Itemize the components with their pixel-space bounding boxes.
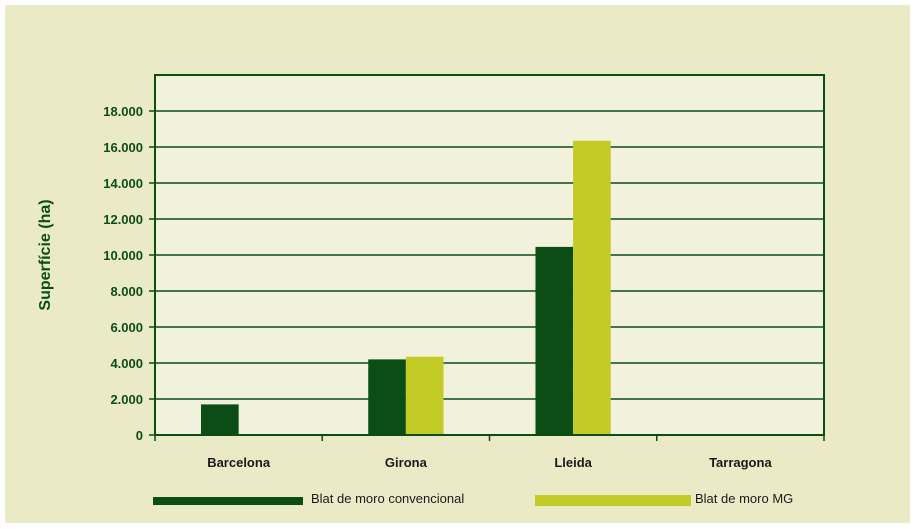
x-tick-label: Girona	[385, 455, 428, 470]
bar	[535, 246, 574, 435]
bar	[368, 359, 406, 435]
y-tick-label: 12.000	[103, 212, 143, 227]
y-tick-label: 4.000	[110, 356, 143, 371]
y-tick-label: 10.000	[103, 248, 143, 263]
legend: Blat de moro convencional Blat de moro MG	[153, 491, 793, 506]
legend-swatch	[153, 497, 303, 505]
bar	[573, 140, 611, 435]
legend-swatch	[535, 495, 691, 506]
x-tick-label: Barcelona	[207, 455, 271, 470]
y-axis-label: Superfície (ha)	[37, 199, 54, 310]
bars	[200, 140, 611, 435]
y-tick-label: 18.000	[103, 104, 143, 119]
chart-panel: 0 2.000 4.000 6.000 8.000 10.000 12.000 14.000 1…	[5, 5, 910, 523]
y-tick-label: 0	[136, 428, 143, 443]
y-tick-label: 6.000	[110, 320, 143, 335]
y-tick-label: 14.000	[103, 176, 143, 191]
y-tick-labels: 0 2.000 4.000 6.000 8.000 10.000 12.000 14.000 1…	[103, 104, 143, 443]
gridlines	[149, 110, 824, 436]
bar	[405, 356, 444, 435]
y-tick-label: 8.000	[110, 284, 143, 299]
x-tick-labels: Barcelona Girona Lleida Tarragona	[207, 455, 772, 470]
x-tick-label: Tarragona	[709, 455, 772, 470]
bar-chart: 0 2.000 4.000 6.000 8.000 10.000 12.000 14.000 1…	[37, 74, 825, 506]
legend-label: Blat de moro convencional	[311, 491, 464, 506]
legend-label: Blat de moro MG	[695, 491, 793, 506]
y-tick-label: 16.000	[103, 140, 143, 155]
x-tick-label: Lleida	[554, 455, 592, 470]
axes	[154, 74, 825, 441]
y-tick-label: 2.000	[110, 392, 143, 407]
bar	[200, 404, 239, 435]
